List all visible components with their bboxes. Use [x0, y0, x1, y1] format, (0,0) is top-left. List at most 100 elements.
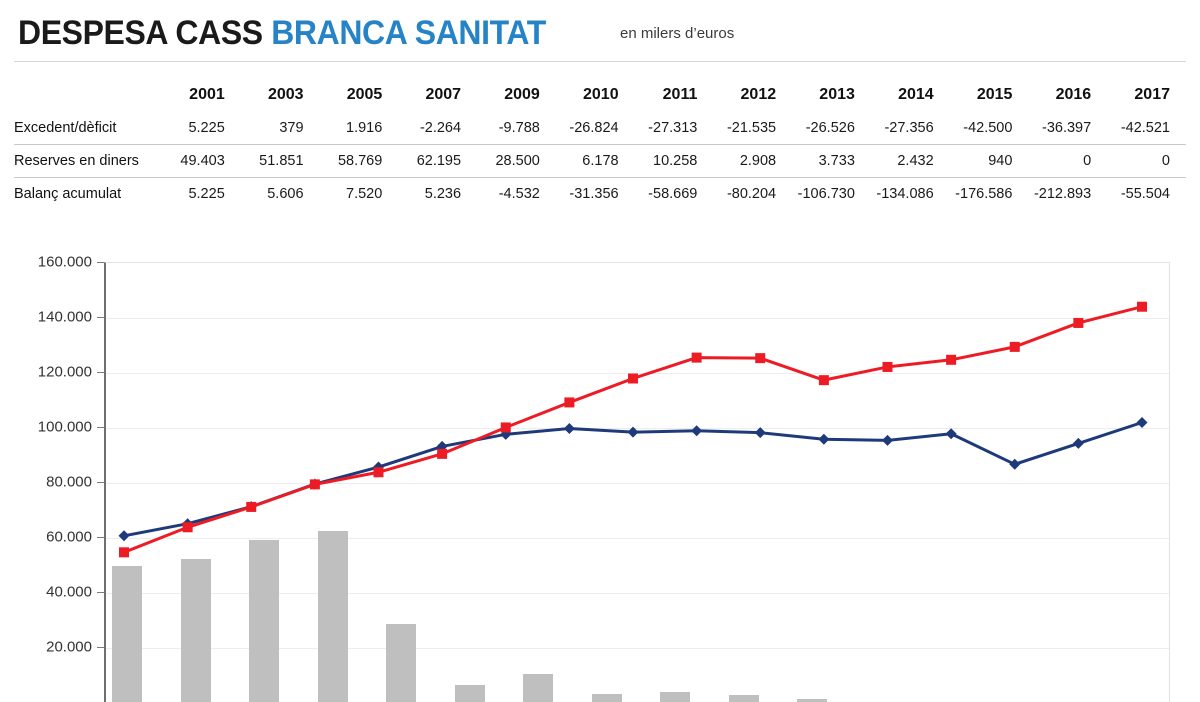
table-cell: 49.403	[162, 144, 241, 178]
y-axis-tick-label: 120.000	[37, 363, 92, 381]
y-axis-tick-mark	[97, 262, 105, 263]
data-point-marker	[118, 530, 130, 542]
gridline	[106, 428, 1169, 429]
y-axis-tick-mark	[97, 537, 105, 538]
y-axis-tick-mark	[97, 427, 105, 428]
y-axis-tick-mark	[97, 317, 105, 318]
table-cell: 0	[1107, 144, 1186, 178]
table-column-header: 2012	[740, 86, 777, 103]
table-cell: 6.178	[555, 144, 635, 178]
data-point-marker	[628, 373, 638, 384]
table-cell: -80.204	[726, 186, 777, 202]
table-cell: 58.769	[319, 144, 399, 178]
data-point-marker	[246, 501, 257, 512]
table-cell: -42.521	[1107, 112, 1186, 145]
data-point-marker	[500, 422, 511, 433]
data-point-marker	[946, 354, 957, 365]
y-axis-tick-label: 160.000	[37, 253, 92, 271]
table-cell: -21.535	[713, 112, 793, 145]
table-cell: 5.236	[424, 186, 462, 202]
table-cell: -26.526	[792, 112, 871, 145]
table-cell: -212.893	[1033, 186, 1092, 202]
table-cell: -4.532	[498, 186, 540, 202]
line-series	[118, 301, 1148, 558]
y-axis-tick-label: 100.000	[37, 418, 92, 436]
table-column-header: 2010	[583, 86, 619, 103]
data-point-marker	[1136, 417, 1148, 428]
table-cell: -176.586	[955, 186, 1013, 202]
table-cell: -9.788	[477, 112, 556, 145]
data-point-marker	[755, 353, 766, 364]
table-cell: 379	[240, 112, 320, 145]
table-cell: -58.669	[648, 186, 698, 202]
table-cell: 3.733	[792, 144, 871, 178]
table-cell: -31.356	[569, 186, 619, 202]
title-accent: BRANCA SANITAT	[271, 14, 546, 52]
table-row-label: Excedent/dèficit	[14, 112, 162, 145]
data-point-marker	[564, 397, 575, 408]
table-row: Excedent/dèficit 5.225 379 1.916 -2.264 -9.78…	[14, 112, 1186, 145]
y-axis-tick-label: 140.000	[37, 308, 92, 326]
y-axis-tick-mark	[97, 592, 105, 593]
infographic-page: DESPESA CASS BRANCA SANITAT en milers d’…	[0, 14, 1200, 702]
table-cell: 5.225	[162, 112, 241, 145]
chart-area: 160.000 140.000 120.000 100.000 80.000 60.000…	[0, 236, 1200, 702]
table-cell: 28.500	[477, 144, 556, 178]
page-title: DESPESA CASS BRANCA SANITAT	[18, 14, 546, 52]
data-point-marker	[1072, 437, 1084, 449]
line-path	[123, 421, 1143, 538]
data-point-marker	[691, 352, 702, 363]
table-row: Reserves en diners 49.403 51.851 58.769 62.1…	[14, 144, 1186, 178]
table-row-label: Reserves en diners	[14, 144, 162, 178]
table-cell: 1.916	[319, 112, 399, 145]
data-point-marker	[1073, 317, 1084, 328]
data-point-marker	[691, 425, 703, 437]
data-point-marker	[627, 426, 639, 438]
table-cell: 62.195	[398, 144, 478, 178]
data-point-marker	[563, 423, 575, 435]
gridline	[106, 593, 1169, 594]
table-cell: -26.824	[555, 112, 635, 145]
table-cell: 5.225	[188, 186, 225, 202]
data-point-marker	[1009, 341, 1020, 352]
gridline	[106, 648, 1169, 649]
table-column-header: 2013	[819, 86, 855, 103]
table-cell: 51.851	[240, 144, 320, 178]
table-column-header: 2007	[425, 86, 462, 103]
y-axis-tick-mark	[97, 482, 105, 483]
data-point-marker	[1137, 301, 1147, 312]
data-point-marker	[882, 361, 893, 372]
table-cell: -106.730	[797, 186, 855, 202]
data-table: 2001 2003 2005 2007 2009 2010 2011 2012 2013 2014…	[14, 66, 1186, 210]
table-cell: 5.606	[267, 186, 304, 202]
data-point-marker	[309, 479, 320, 490]
data-point-marker	[945, 428, 957, 440]
data-table-wrapper: 2001 2003 2005 2007 2009 2010 2011 2012 2013 2014…	[14, 66, 1186, 210]
table-cell: -55.504	[1120, 186, 1170, 202]
table-cell: 0	[1028, 144, 1108, 178]
table-column-header: 2014	[898, 86, 934, 103]
table-cell: 2.908	[713, 144, 793, 178]
bar	[317, 530, 348, 702]
table-cell: 940	[949, 144, 1029, 178]
data-point-marker	[119, 547, 129, 558]
table-cell: 10.258	[634, 144, 714, 178]
gridline	[106, 318, 1169, 319]
table-body: Excedent/dèficit 5.225 379 1.916 -2.264 -9.78…	[14, 112, 1186, 210]
data-point-marker	[1009, 458, 1021, 470]
table-cell: -42.500	[949, 112, 1029, 145]
data-point-marker	[373, 467, 384, 478]
table-cell: -27.356	[870, 112, 950, 145]
gridline	[106, 538, 1169, 539]
y-axis-tick-label: 40.000	[46, 583, 92, 601]
table-cell: -27.313	[634, 112, 714, 145]
title-primary: DESPESA CASS	[18, 14, 272, 52]
table-column-header: 2009	[504, 86, 540, 103]
table-cell: -36.397	[1028, 112, 1108, 145]
gridline	[106, 483, 1169, 484]
table-column-header: 2015	[976, 86, 1013, 103]
data-point-marker	[182, 522, 193, 533]
header-divider	[14, 61, 1186, 62]
data-point-marker	[754, 427, 766, 439]
table-column-header: 2011	[662, 86, 698, 103]
